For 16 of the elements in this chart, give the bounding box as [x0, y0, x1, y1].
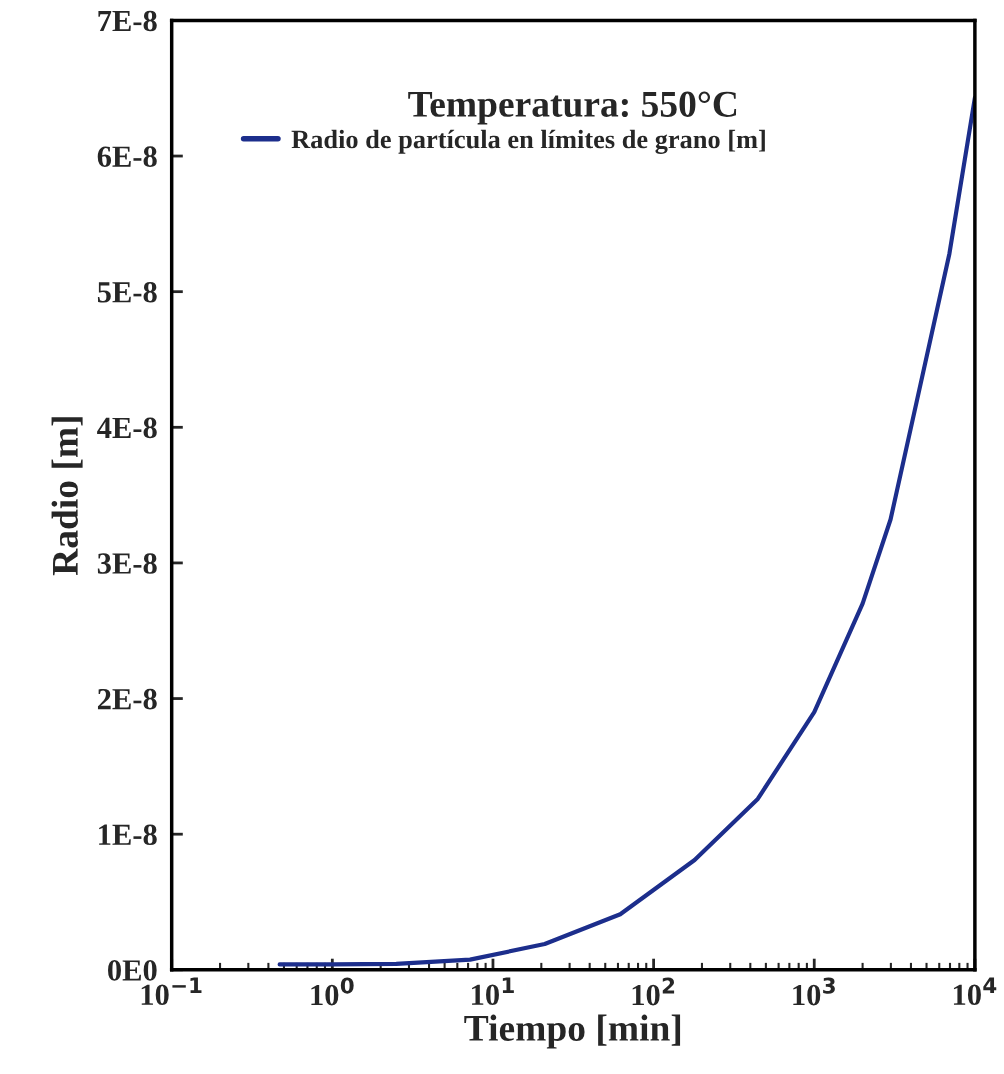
x-tick-label: 10$^{0}$: [311, 977, 354, 1006]
x-tick-label: 10$^{2}$: [632, 977, 675, 1006]
y-tick-label: 1E-8: [99, 824, 157, 846]
y-axis-title: Radio [m]: [51, 417, 83, 576]
y-tick-label: 3E-8: [97, 553, 157, 574]
y-tick-label: 7E-8: [98, 10, 157, 32]
x-tick-label: 10$^{1}$: [472, 977, 514, 1006]
y-tick-label: 5E-8: [97, 281, 157, 303]
y-tick-label: 2E-8: [97, 688, 157, 710]
x-axis-title: Tiempo [min]: [464, 1014, 681, 1049]
y-tick-label: 6E-8: [97, 146, 157, 167]
x-tick-label: 10$^{3}$: [793, 977, 835, 1006]
text: Temperatura: 550°C: [408, 91, 737, 125]
legend-label: Radio de partícula en límites de grano [m]: [291, 129, 765, 154]
x-tick-label: 10$^{4}$: [953, 977, 997, 1006]
y-tick-label: 4E-8: [97, 417, 157, 439]
